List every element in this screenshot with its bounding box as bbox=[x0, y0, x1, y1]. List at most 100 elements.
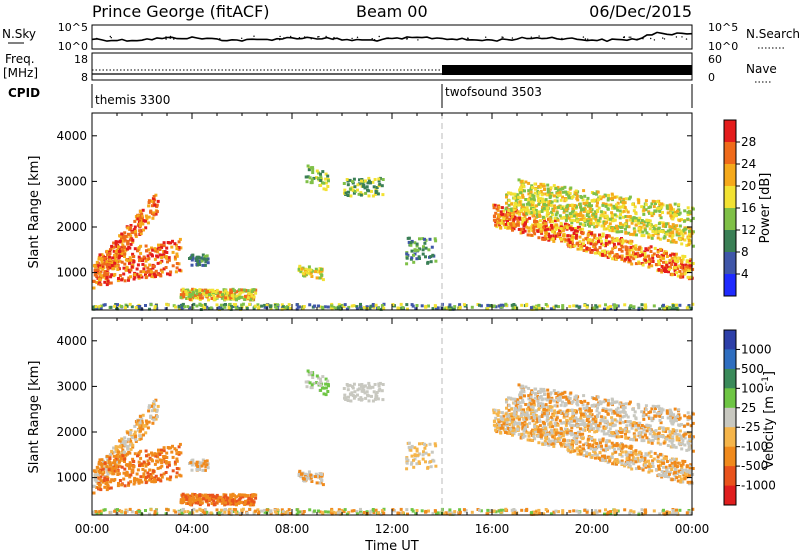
power-echo-cell bbox=[494, 223, 498, 227]
velocity-echo-cell bbox=[625, 453, 629, 457]
power-echo-cell bbox=[99, 304, 103, 308]
power-echo-cell bbox=[103, 256, 107, 260]
power-echo-cell bbox=[162, 241, 166, 245]
power-echo-cell bbox=[205, 254, 209, 258]
power-echo-cell bbox=[521, 188, 525, 192]
power-echo-cell bbox=[658, 202, 661, 206]
search-noise-dot bbox=[310, 38, 312, 40]
velocity-echo-cell bbox=[191, 459, 195, 463]
velocity-echo-cell bbox=[504, 418, 508, 422]
power-echo-cell bbox=[588, 224, 591, 228]
power-echo-cell bbox=[591, 238, 595, 242]
power-echo-cell bbox=[189, 293, 193, 296]
power-echo-cell bbox=[520, 303, 524, 307]
power-echo-cell bbox=[413, 249, 417, 253]
power-echo-cell bbox=[191, 254, 195, 258]
velocity-echo-cell bbox=[202, 462, 206, 466]
cpid-mode-themis: themis 3300 bbox=[95, 93, 170, 107]
power-echo-cell bbox=[499, 303, 503, 307]
velocity-echo-cell bbox=[589, 415, 593, 419]
power-echo-cell bbox=[603, 222, 607, 225]
velocity-echo-cell bbox=[92, 469, 96, 473]
velocity-echo-cell bbox=[151, 402, 155, 406]
power-echo-cell bbox=[630, 262, 634, 266]
velocity-echo-cell bbox=[374, 394, 378, 398]
power-echo-cell bbox=[322, 187, 326, 191]
search-noise-dot bbox=[96, 37, 98, 40]
power-echo-cell bbox=[556, 206, 560, 210]
power-echo-cell bbox=[564, 208, 568, 212]
velocity-echo-cell bbox=[130, 470, 134, 474]
power-echo-cell bbox=[657, 259, 660, 263]
velocity-echo-cell bbox=[539, 405, 543, 409]
power-echo-cell bbox=[684, 270, 688, 274]
power-echo-cell bbox=[667, 270, 670, 274]
power-echo-cell bbox=[520, 180, 524, 183]
power-echo-cell bbox=[628, 215, 632, 218]
power-echo-cell bbox=[138, 216, 142, 220]
power-echo-cell bbox=[524, 220, 528, 224]
power-echo-cell bbox=[245, 306, 249, 310]
power-echo-cell bbox=[120, 236, 123, 240]
power-echo-cell bbox=[215, 288, 219, 292]
power-echo-cell bbox=[307, 265, 311, 269]
power-ylabel: Slant Range [km] bbox=[27, 156, 42, 269]
power-echo-cell bbox=[689, 219, 693, 223]
power-echo-cell bbox=[282, 305, 285, 309]
velocity-echo-cell bbox=[178, 473, 182, 477]
power-echo-cell bbox=[654, 202, 657, 205]
velocity-echo-cell bbox=[177, 467, 181, 471]
power-echo-cell bbox=[610, 206, 614, 210]
power-echo-cell bbox=[647, 210, 651, 214]
power-echo-cell bbox=[629, 255, 633, 259]
power-echo-cell bbox=[672, 215, 676, 219]
power-echo-cell bbox=[590, 232, 593, 236]
velocity-echo-cell bbox=[133, 424, 137, 428]
power-echo-cell bbox=[190, 258, 194, 262]
power-echo-cell bbox=[537, 303, 541, 307]
power-echo-cell bbox=[673, 211, 677, 215]
velocity-echo-cell bbox=[534, 429, 538, 433]
velocity-echo-cell bbox=[105, 470, 109, 474]
power-echo-cell bbox=[612, 242, 616, 246]
power-echo-cell bbox=[540, 210, 544, 213]
power-colorbar-tick-label: 24 bbox=[741, 157, 756, 171]
power-echo-cell bbox=[603, 251, 607, 255]
velocity-echo-cell bbox=[130, 436, 134, 440]
power-echo-cell bbox=[596, 190, 600, 194]
power-echo-cell bbox=[649, 211, 653, 215]
power-echo-cell bbox=[579, 211, 583, 215]
velocity-echo-cell bbox=[105, 488, 109, 492]
power-echo-cell bbox=[611, 240, 615, 244]
velocity-echo-cell bbox=[614, 450, 618, 454]
power-echo-cell bbox=[297, 267, 301, 271]
search-noise-dot bbox=[663, 38, 666, 40]
velocity-echo-cell bbox=[123, 467, 127, 471]
velocity-echo-cell bbox=[120, 437, 124, 441]
power-echo-cell bbox=[150, 253, 154, 257]
power-echo-cell bbox=[613, 206, 617, 210]
power-echo-cell bbox=[603, 193, 607, 197]
power-echo-cell bbox=[531, 186, 535, 189]
search-noise-dot bbox=[165, 36, 167, 38]
power-echo-cell bbox=[581, 232, 585, 236]
velocity-echo-cell bbox=[127, 481, 131, 485]
velocity-echo-cell bbox=[138, 434, 142, 438]
velocity-echo-cell bbox=[644, 465, 648, 469]
velocity-echo-cell bbox=[109, 471, 113, 475]
power-echo-cell bbox=[680, 231, 684, 235]
power-echo-cell bbox=[596, 210, 600, 213]
power-echo-cell bbox=[600, 242, 604, 246]
power-echo-cell bbox=[458, 303, 462, 307]
velocity-echo-cell bbox=[626, 461, 630, 465]
power-echo-cell bbox=[680, 260, 684, 264]
power-echo-cell bbox=[525, 202, 529, 206]
power-echo-cell bbox=[212, 294, 216, 298]
velocity-echo-cell bbox=[153, 452, 157, 456]
velocity-echo-cell bbox=[679, 464, 683, 467]
power-echo-cell bbox=[577, 306, 581, 309]
power-echo-cell bbox=[312, 176, 316, 180]
power-echo-cell bbox=[522, 185, 526, 189]
velocity-echo-cell bbox=[603, 456, 607, 460]
